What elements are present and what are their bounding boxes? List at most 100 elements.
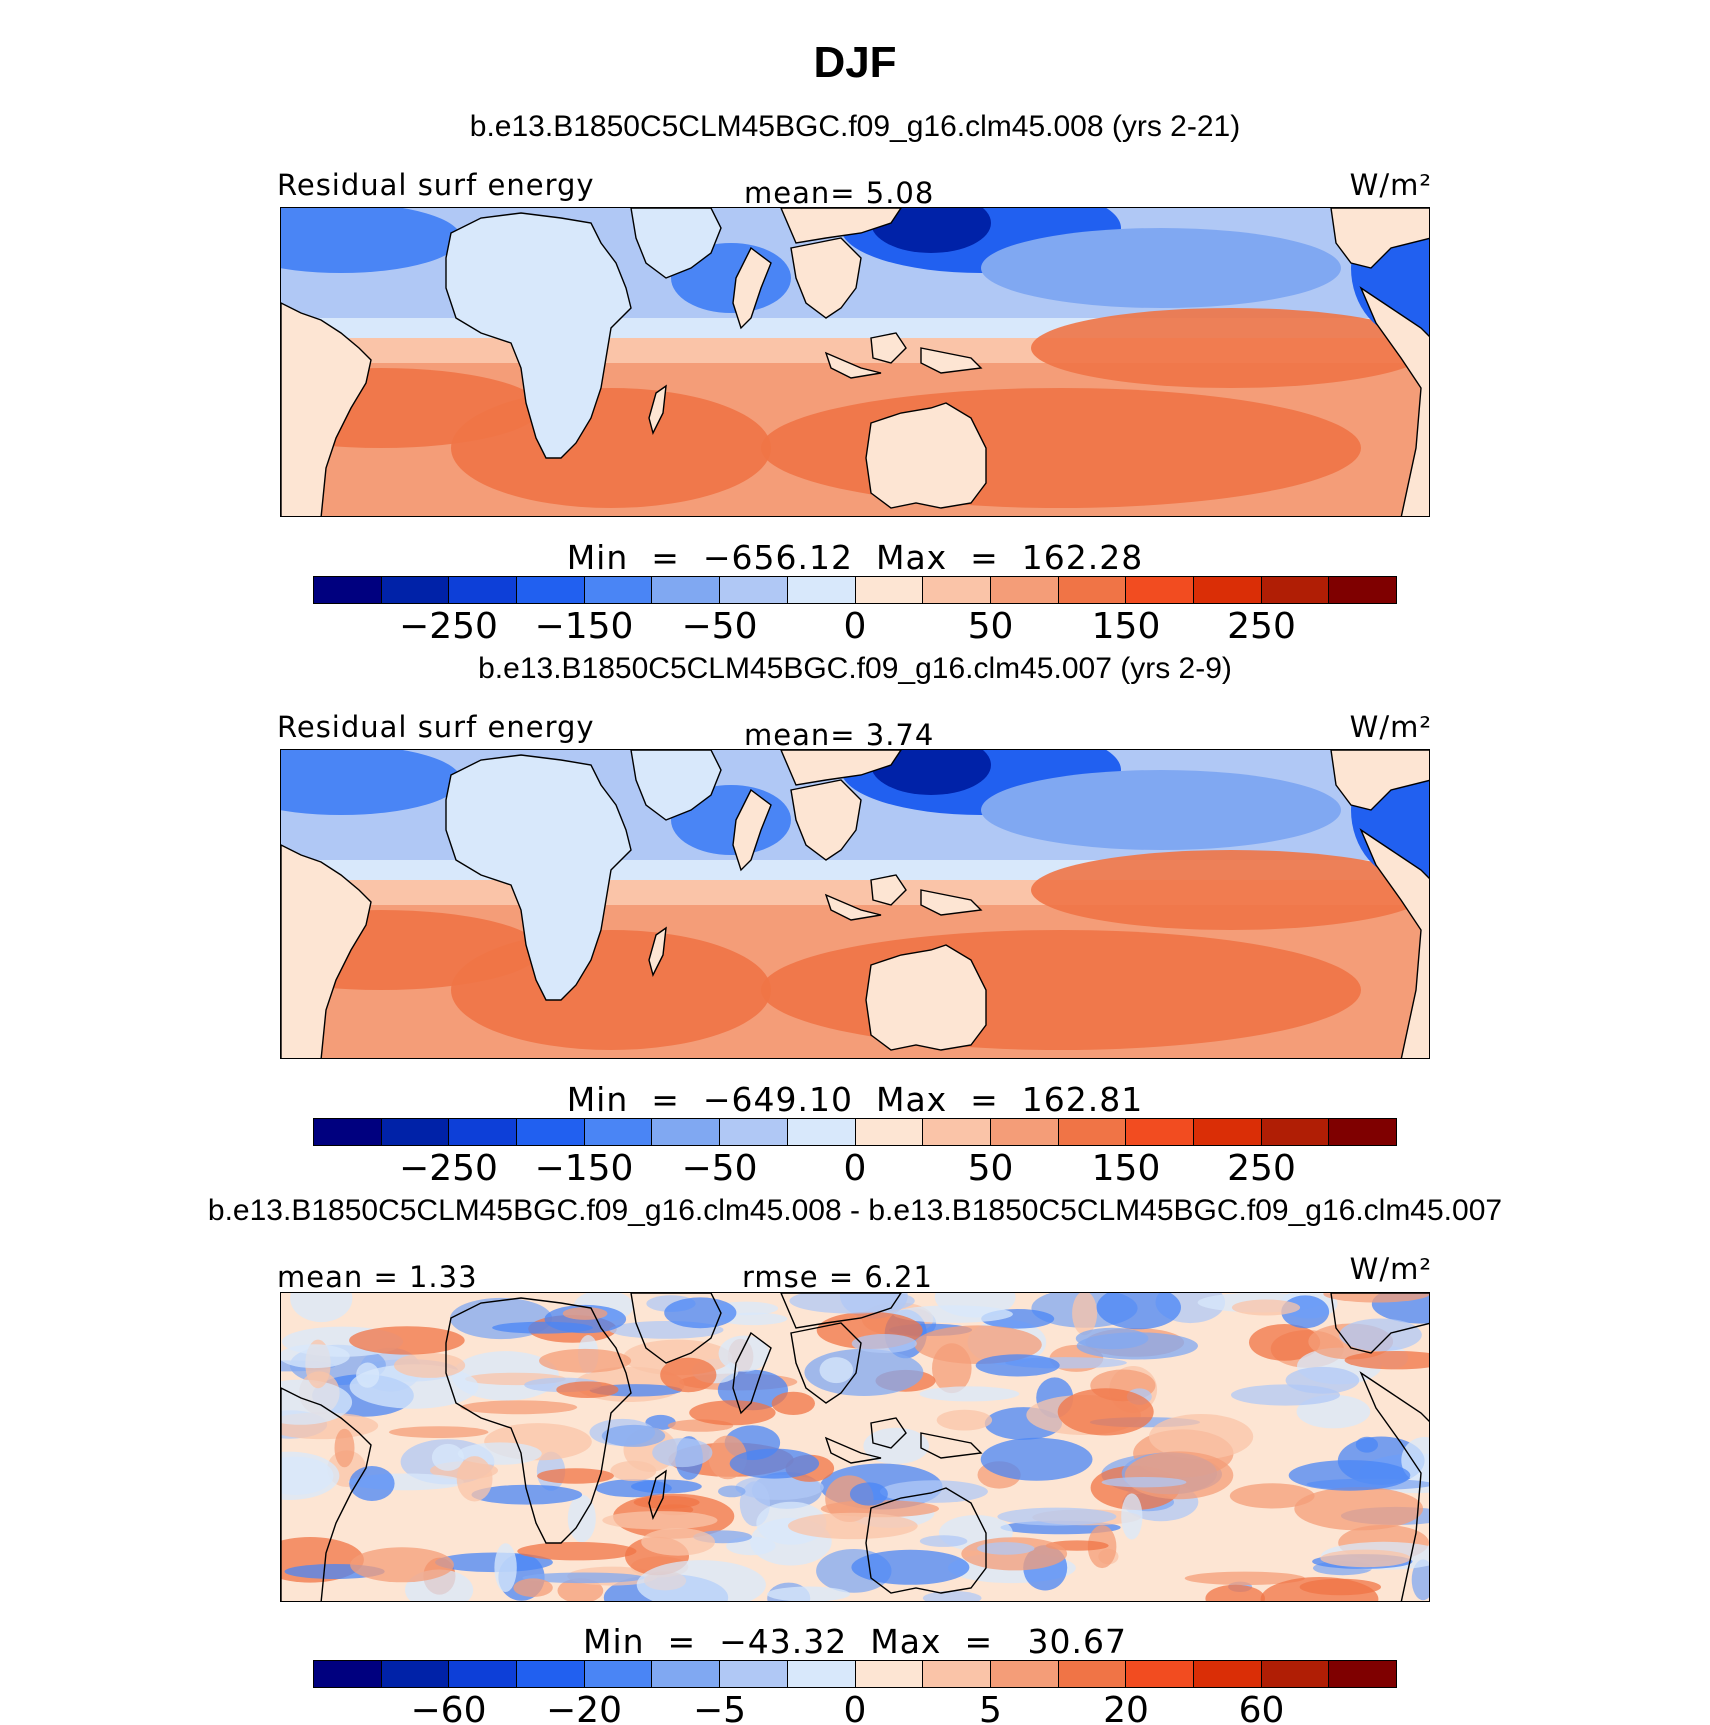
colorbar-swatch	[720, 1119, 788, 1145]
figure-title: DJF	[813, 38, 897, 87]
coastline	[445, 212, 632, 459]
colorbar-swatch	[1193, 1119, 1262, 1145]
colorbar-swatch	[381, 1119, 450, 1145]
colorbar-tick-label: 0	[843, 606, 867, 647]
panel-2-units-label: W/m²	[1349, 710, 1432, 744]
colorbar-swatch	[923, 1119, 991, 1145]
panel-2-colorbar-ticks: −250 −150 −50 0 50 150 250	[0, 1148, 1710, 1189]
colorbar-swatch	[517, 1119, 585, 1145]
coastline	[732, 1331, 772, 1415]
colorbar-swatch	[449, 577, 518, 603]
colorbar-tick-label: 0	[843, 1690, 867, 1724]
colorbar-swatch	[1261, 1661, 1330, 1687]
colorbar-swatch	[449, 1661, 518, 1687]
coastline	[780, 750, 902, 786]
panel-1-variable-label: Residual surf energy	[277, 168, 595, 202]
colorbar-swatch	[1193, 577, 1262, 603]
coastline	[630, 750, 722, 821]
coastline	[445, 754, 632, 1001]
colorbar-swatch	[584, 1661, 653, 1687]
colorbar-swatch	[990, 1119, 1059, 1145]
panel-1-colorbar-ticks: −250 −150 −50 0 50 150 250	[0, 606, 1710, 647]
coastline	[732, 788, 772, 872]
coastline	[648, 1469, 667, 1520]
colorbar-swatch	[923, 1661, 991, 1687]
colorbar-swatch	[1329, 1119, 1396, 1145]
colorbar-tick-label: −60	[410, 1690, 487, 1724]
panel-3-mean-label: mean = 1.33	[277, 1260, 478, 1294]
colorbar-swatch	[787, 1119, 856, 1145]
panel-1-units-label: W/m²	[1349, 168, 1432, 202]
colorbar-swatch	[990, 1661, 1059, 1687]
coastline	[865, 402, 987, 509]
coastline	[630, 1293, 722, 1364]
coastline	[824, 893, 882, 921]
coastline	[281, 1387, 372, 1601]
colorbar-swatch	[584, 1119, 653, 1145]
colorbar-swatch	[652, 1661, 721, 1687]
colorbar-swatch	[1329, 1661, 1396, 1687]
colorbar-tick-label: 50	[967, 1148, 1014, 1189]
panel-3-case-title: b.e13.B1850C5CLM45BGC.f09_g16.clm45.008 …	[207, 1194, 1503, 1227]
coastline	[630, 208, 722, 279]
colorbar-swatch	[787, 1661, 856, 1687]
colorbar-swatch	[787, 577, 856, 603]
colorbar-swatch	[923, 577, 991, 603]
colorbar-swatch	[314, 1661, 382, 1687]
colorbar-swatch	[855, 1119, 924, 1145]
coastline	[648, 384, 667, 435]
coastline	[920, 347, 983, 374]
colorbar-swatch	[720, 577, 788, 603]
coastline	[1359, 828, 1429, 1058]
colorbar-swatch	[1126, 1661, 1194, 1687]
panel-3-rmse-label: rmse = 6.21	[742, 1260, 933, 1294]
colorbar-tick-label: −150	[534, 1148, 634, 1189]
coastline	[870, 332, 907, 364]
colorbar-tick-label: −20	[546, 1690, 622, 1724]
coastline	[1359, 286, 1429, 516]
colorbar-tick-label: −250	[399, 1148, 498, 1189]
panel-3-map	[280, 1292, 1430, 1602]
coastline	[824, 351, 882, 379]
coastline	[824, 1436, 882, 1464]
colorbar-swatch	[1261, 577, 1330, 603]
panel-3-colorbar	[313, 1660, 1397, 1688]
coastline	[780, 1293, 902, 1329]
coastline	[1359, 1371, 1429, 1601]
colorbar-swatch	[449, 1119, 518, 1145]
colorbar-tick-label: 250	[1227, 606, 1296, 647]
panel-2-variable-label: Residual surf energy	[277, 710, 595, 744]
coastline	[780, 208, 902, 244]
panel-2-mean-label: mean= 3.74	[744, 718, 935, 752]
panel-3-units-label: W/m²	[1349, 1252, 1432, 1286]
colorbar-swatch	[720, 1661, 788, 1687]
coastline	[281, 844, 372, 1058]
colorbar-swatch	[1058, 1661, 1127, 1687]
colorbar-swatch	[1058, 577, 1127, 603]
coastline	[870, 874, 907, 906]
panel-1-min-max: Min = −656.12 Max = 162.28	[566, 538, 1144, 577]
colorbar-tick-label: 20	[1103, 1690, 1149, 1724]
coastline	[732, 246, 772, 330]
panel-3-min-max: Min = −43.32 Max = 30.67	[582, 1622, 1128, 1661]
colorbar-swatch	[855, 577, 924, 603]
colorbar-swatch	[855, 1661, 924, 1687]
colorbar-tick-label: 0	[843, 1148, 867, 1189]
colorbar-tick-label: 5	[979, 1690, 1002, 1724]
coastline	[281, 302, 372, 516]
colorbar-swatch	[1329, 577, 1396, 603]
coastline	[1330, 750, 1429, 811]
coastline	[870, 1417, 907, 1449]
colorbar-tick-label: 50	[967, 606, 1014, 647]
colorbar-tick-label: 60	[1238, 1690, 1285, 1724]
colorbar-swatch	[652, 1119, 721, 1145]
colorbar-tick-label: −5	[692, 1690, 747, 1724]
coastline	[445, 1297, 632, 1544]
panel-2-map	[280, 749, 1430, 1059]
colorbar-swatch	[584, 577, 653, 603]
colorbar-swatch	[314, 1119, 382, 1145]
colorbar-tick-label: −250	[399, 606, 498, 647]
colorbar-swatch	[1126, 1119, 1194, 1145]
colorbar-tick-label: 150	[1091, 606, 1161, 647]
coastline	[1330, 208, 1429, 269]
